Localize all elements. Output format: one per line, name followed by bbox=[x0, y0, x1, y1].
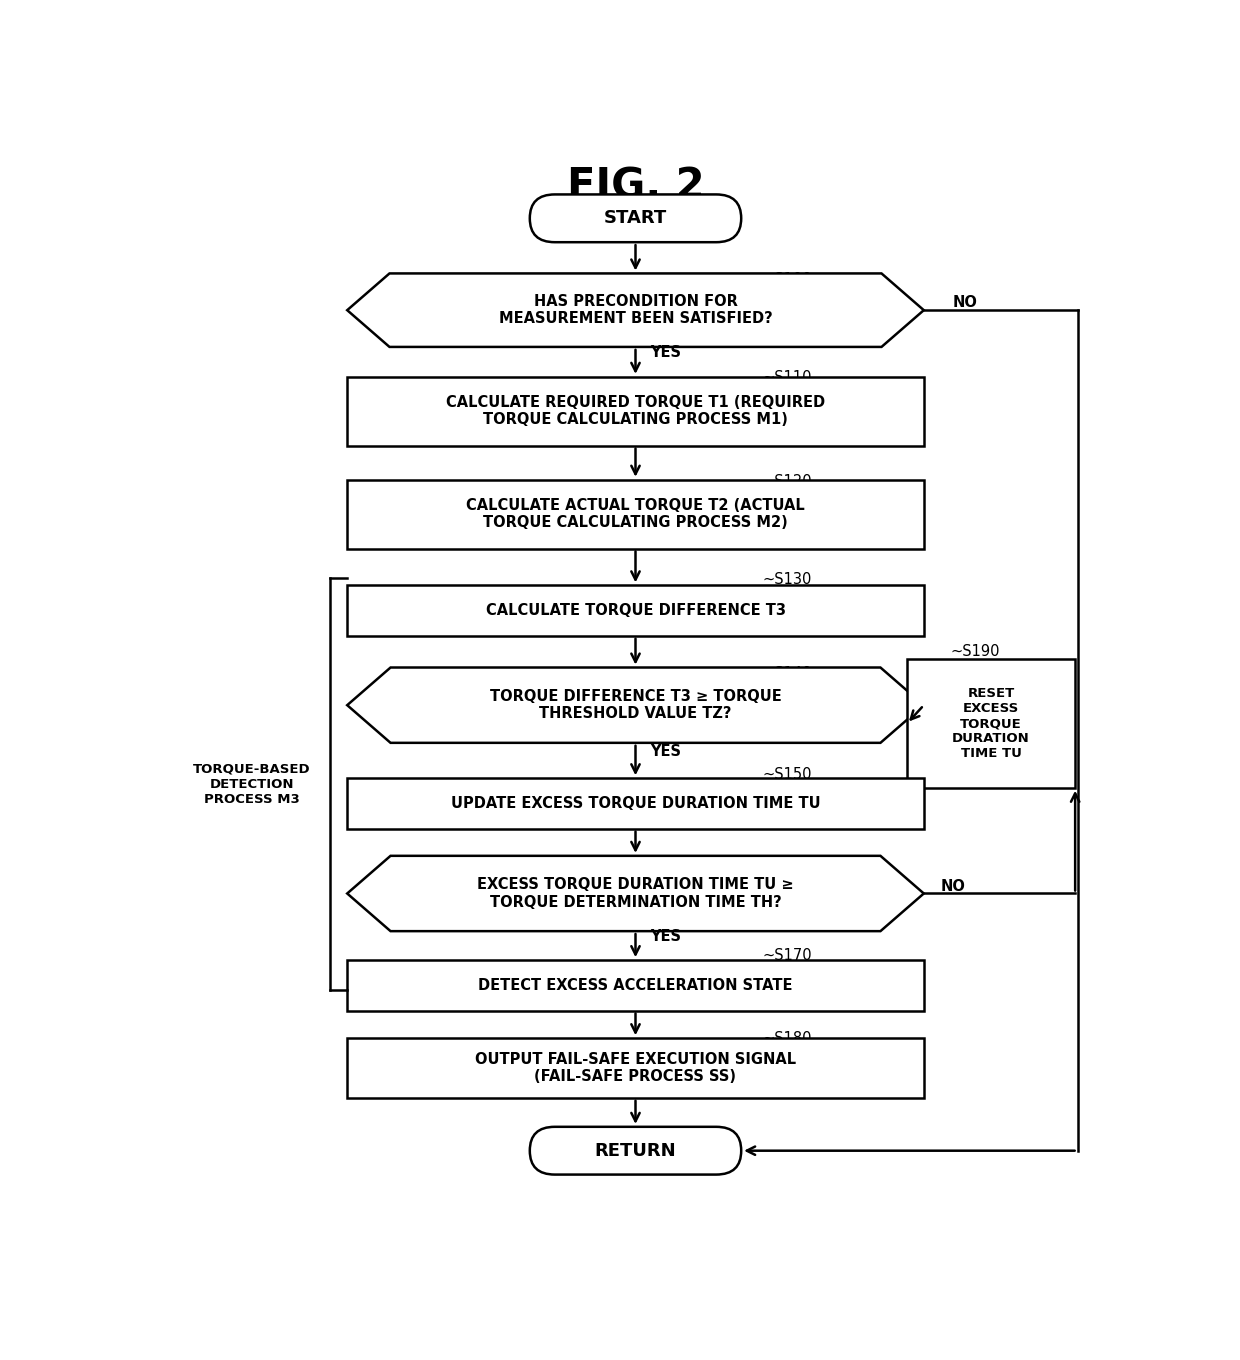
Polygon shape bbox=[347, 273, 924, 347]
Bar bbox=[347, 778, 924, 828]
Bar bbox=[347, 377, 924, 446]
Text: DETECT EXCESS ACCELERATION STATE: DETECT EXCESS ACCELERATION STATE bbox=[479, 978, 792, 993]
Text: YES: YES bbox=[650, 744, 681, 759]
Text: ~S160: ~S160 bbox=[763, 855, 812, 870]
Text: START: START bbox=[604, 209, 667, 227]
Text: NO: NO bbox=[941, 879, 966, 894]
Text: ~S110: ~S110 bbox=[763, 370, 812, 385]
Bar bbox=[347, 1038, 924, 1098]
Text: RESET
EXCESS
TORQUE
DURATION
TIME TU: RESET EXCESS TORQUE DURATION TIME TU bbox=[952, 687, 1030, 760]
Bar bbox=[347, 480, 924, 548]
Bar bbox=[347, 585, 924, 636]
Text: EXCESS TORQUE DURATION TIME TU ≥
TORQUE DETERMINATION TIME TH?: EXCESS TORQUE DURATION TIME TU ≥ TORQUE … bbox=[477, 877, 794, 910]
Text: TORQUE-BASED
DETECTION
PROCESS M3: TORQUE-BASED DETECTION PROCESS M3 bbox=[193, 763, 311, 805]
Text: FIG. 2: FIG. 2 bbox=[567, 165, 704, 207]
Text: OUTPUT FAIL-SAFE EXECUTION SIGNAL
(FAIL-SAFE PROCESS SS): OUTPUT FAIL-SAFE EXECUTION SIGNAL (FAIL-… bbox=[475, 1051, 796, 1084]
Text: TORQUE DIFFERENCE T3 ≥ TORQUE
THRESHOLD VALUE TZ?: TORQUE DIFFERENCE T3 ≥ TORQUE THRESHOLD … bbox=[490, 690, 781, 721]
Text: ~S180: ~S180 bbox=[763, 1031, 812, 1046]
Text: CALCULATE TORQUE DIFFERENCE T3: CALCULATE TORQUE DIFFERENCE T3 bbox=[486, 602, 785, 617]
Text: NO: NO bbox=[952, 295, 977, 310]
Text: YES: YES bbox=[650, 345, 681, 360]
Text: ~S170: ~S170 bbox=[763, 948, 812, 963]
FancyBboxPatch shape bbox=[529, 194, 742, 242]
FancyBboxPatch shape bbox=[529, 1127, 742, 1175]
Text: NO: NO bbox=[941, 691, 966, 706]
Text: CALCULATE ACTUAL TORQUE T2 (ACTUAL
TORQUE CALCULATING PROCESS M2): CALCULATE ACTUAL TORQUE T2 (ACTUAL TORQU… bbox=[466, 498, 805, 530]
Text: ~S140: ~S140 bbox=[763, 665, 812, 680]
Text: UPDATE EXCESS TORQUE DURATION TIME TU: UPDATE EXCESS TORQUE DURATION TIME TU bbox=[450, 796, 821, 811]
Text: CALCULATE REQUIRED TORQUE T1 (REQUIRED
TORQUE CALCULATING PROCESS M1): CALCULATE REQUIRED TORQUE T1 (REQUIRED T… bbox=[446, 394, 825, 427]
Bar bbox=[906, 660, 1075, 787]
Text: ~S190: ~S190 bbox=[951, 645, 1001, 660]
Polygon shape bbox=[347, 668, 924, 743]
Text: RETURN: RETURN bbox=[595, 1141, 676, 1160]
Text: ~S120: ~S120 bbox=[763, 475, 812, 490]
Text: ~S100: ~S100 bbox=[763, 272, 812, 287]
Text: YES: YES bbox=[650, 929, 681, 944]
Text: HAS PRECONDITION FOR
MEASUREMENT BEEN SATISFIED?: HAS PRECONDITION FOR MEASUREMENT BEEN SA… bbox=[498, 294, 773, 326]
Polygon shape bbox=[347, 855, 924, 932]
Text: ~S150: ~S150 bbox=[763, 767, 812, 782]
Bar bbox=[347, 960, 924, 1010]
Text: ~S130: ~S130 bbox=[763, 571, 812, 586]
